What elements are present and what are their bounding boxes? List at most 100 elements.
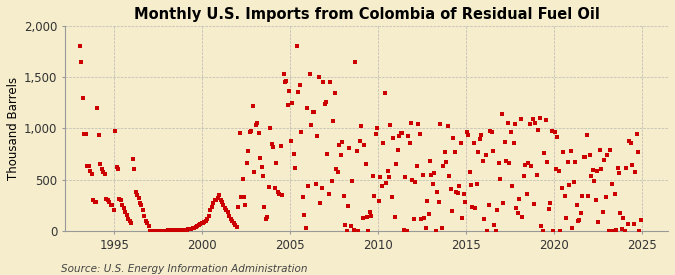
Point	[381, 180, 392, 185]
Point	[495, 177, 506, 181]
Point	[398, 228, 409, 232]
Point	[410, 180, 421, 184]
Point	[129, 167, 140, 172]
Point	[190, 225, 201, 229]
Point	[203, 213, 214, 218]
Point	[451, 190, 462, 194]
Point	[115, 198, 126, 202]
Point	[304, 71, 315, 76]
Point	[407, 177, 418, 182]
Point	[616, 226, 627, 231]
Point	[458, 192, 469, 196]
Point	[259, 205, 270, 209]
Point	[426, 173, 437, 178]
Point	[284, 89, 295, 93]
Point	[413, 122, 424, 126]
Point	[567, 226, 578, 230]
Point	[580, 155, 591, 159]
Point	[505, 130, 516, 134]
Point	[189, 226, 200, 230]
Point	[577, 194, 588, 198]
Point	[481, 153, 491, 157]
Point	[452, 190, 463, 195]
Point	[168, 228, 179, 232]
Point	[564, 183, 574, 188]
Point	[581, 133, 592, 138]
Point	[114, 197, 125, 201]
Point	[383, 174, 394, 179]
Point	[358, 143, 369, 147]
Point	[202, 216, 213, 221]
Point	[267, 141, 277, 146]
Point	[300, 226, 311, 230]
Point	[462, 133, 473, 138]
Point	[353, 229, 364, 233]
Point	[496, 112, 507, 116]
Point	[585, 153, 595, 158]
Point	[79, 131, 90, 136]
Point	[348, 227, 359, 232]
Point	[328, 119, 339, 123]
Point	[394, 134, 404, 139]
Point	[510, 122, 520, 126]
Point	[457, 216, 468, 220]
Point	[312, 133, 323, 138]
Point	[625, 140, 636, 145]
Point	[302, 106, 313, 111]
Point	[120, 210, 131, 215]
Point	[146, 229, 157, 233]
Point	[224, 213, 235, 218]
Point	[307, 110, 318, 115]
Point	[130, 190, 141, 194]
Point	[123, 216, 134, 221]
Point	[517, 215, 528, 220]
Point	[605, 148, 616, 153]
Point	[533, 127, 544, 132]
Point	[508, 141, 519, 146]
Point	[174, 228, 185, 232]
Point	[373, 199, 384, 204]
Point	[547, 229, 558, 233]
Point	[475, 137, 485, 141]
Point	[113, 167, 124, 172]
Point	[196, 221, 207, 225]
Point	[392, 148, 403, 152]
Point	[155, 229, 166, 233]
Point	[561, 216, 572, 221]
Point	[422, 199, 433, 203]
Point	[152, 229, 163, 233]
Point	[556, 186, 567, 190]
Point	[565, 149, 576, 153]
Point	[293, 90, 304, 94]
Point	[493, 161, 504, 165]
Point	[627, 163, 638, 167]
Point	[423, 212, 434, 216]
Point	[309, 110, 320, 114]
Point	[631, 132, 642, 136]
Point	[184, 227, 195, 232]
Point	[99, 171, 110, 176]
Point	[221, 208, 232, 213]
Point	[327, 179, 338, 183]
Point	[602, 153, 613, 157]
Point	[549, 130, 560, 134]
Point	[148, 229, 159, 233]
Point	[456, 141, 466, 145]
Point	[522, 161, 533, 165]
Point	[461, 130, 472, 134]
Point	[518, 174, 529, 178]
Point	[80, 131, 91, 136]
Point	[253, 131, 264, 135]
Point	[483, 203, 494, 207]
Point	[344, 146, 355, 150]
Point	[397, 131, 408, 136]
Point	[443, 174, 454, 178]
Point	[294, 83, 305, 87]
Point	[209, 198, 220, 202]
Point	[236, 195, 246, 199]
Point	[268, 144, 279, 149]
Point	[535, 116, 545, 120]
Point	[247, 104, 258, 108]
Point	[249, 170, 260, 174]
Point	[611, 228, 622, 232]
